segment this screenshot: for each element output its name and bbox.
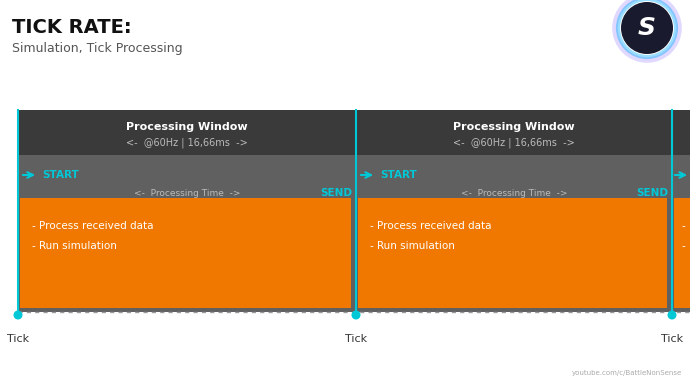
Text: Simulation, Tick Processing: Simulation, Tick Processing bbox=[12, 42, 183, 55]
Text: - Run simulation: - Run simulation bbox=[32, 241, 117, 251]
Text: - Pro: - Pro bbox=[682, 221, 690, 231]
Bar bbox=[674, 198, 690, 308]
Bar bbox=[20, 198, 351, 308]
Text: SEND: SEND bbox=[320, 188, 352, 198]
Text: youtube.com/c/BattleNonSense: youtube.com/c/BattleNonSense bbox=[572, 370, 682, 376]
Bar bbox=[358, 198, 667, 308]
Text: SEND: SEND bbox=[636, 188, 668, 198]
Text: Tick: Tick bbox=[7, 334, 29, 344]
Text: <-  Processing Time  ->: <- Processing Time -> bbox=[134, 189, 240, 199]
Circle shape bbox=[351, 310, 360, 319]
Text: - Process received data: - Process received data bbox=[370, 221, 491, 231]
Text: - Run: - Run bbox=[682, 241, 690, 251]
Bar bbox=[18, 110, 690, 312]
Text: Processing Window: Processing Window bbox=[126, 122, 248, 132]
Bar bbox=[18, 110, 356, 155]
Circle shape bbox=[14, 310, 23, 319]
Text: Tick: Tick bbox=[345, 334, 367, 344]
Circle shape bbox=[621, 2, 673, 54]
Text: Tick: Tick bbox=[661, 334, 683, 344]
Circle shape bbox=[667, 310, 676, 319]
Text: S: S bbox=[638, 16, 656, 40]
Text: <-  @60Hz | 16,66ms  ->: <- @60Hz | 16,66ms -> bbox=[453, 138, 575, 148]
Bar bbox=[356, 110, 672, 155]
Text: START: START bbox=[42, 170, 79, 180]
Text: - Process received data: - Process received data bbox=[32, 221, 153, 231]
Text: Processing Window: Processing Window bbox=[453, 122, 575, 132]
Text: <-  @60Hz | 16,66ms  ->: <- @60Hz | 16,66ms -> bbox=[126, 138, 248, 148]
Bar bbox=[672, 110, 690, 155]
Text: START: START bbox=[380, 170, 417, 180]
Text: <-  Processing Time  ->: <- Processing Time -> bbox=[461, 189, 567, 199]
Text: TICK RATE:: TICK RATE: bbox=[12, 18, 132, 37]
Text: - Run simulation: - Run simulation bbox=[370, 241, 455, 251]
